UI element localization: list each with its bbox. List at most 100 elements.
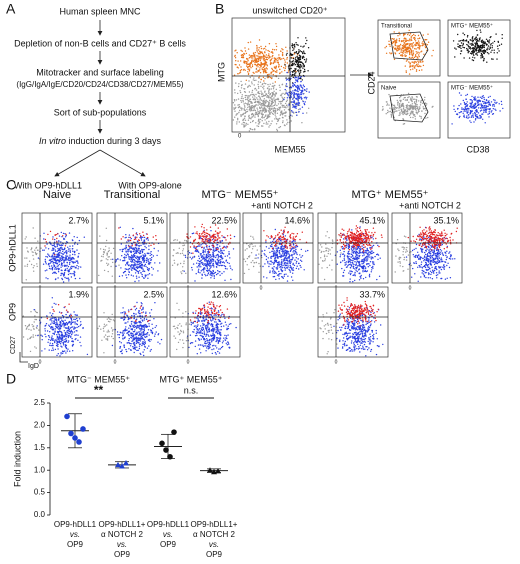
event-dot <box>492 113 495 115</box>
panel-label: A <box>6 1 16 17</box>
event-dot <box>432 49 434 52</box>
event-dot <box>467 41 470 43</box>
event-dot <box>416 112 418 114</box>
event-dot <box>271 94 274 96</box>
event-dot <box>53 266 55 268</box>
event-dot <box>474 107 476 110</box>
event-dot <box>248 68 250 70</box>
event-dot <box>275 235 277 237</box>
event-dot <box>121 255 123 257</box>
event-dot <box>64 276 66 279</box>
event-dot <box>250 118 252 120</box>
event-dot <box>206 259 208 262</box>
event-dot <box>256 109 259 111</box>
event-dot <box>213 277 215 279</box>
event-dot <box>424 112 426 115</box>
event-dot <box>196 249 199 251</box>
event-dot <box>336 251 339 253</box>
event-dot <box>475 43 477 46</box>
event-dot <box>148 273 151 275</box>
event-dot <box>354 275 356 277</box>
event-dot <box>135 238 137 240</box>
event-dot <box>112 258 114 260</box>
event-dot <box>302 65 304 67</box>
event-dot <box>139 252 141 254</box>
event-dot <box>269 56 271 59</box>
event-dot <box>320 257 322 259</box>
event-dot <box>273 57 275 59</box>
event-dot <box>294 46 296 48</box>
event-dot <box>291 246 293 248</box>
event-dot <box>291 110 293 112</box>
event-dot <box>71 273 73 275</box>
event-dot <box>284 269 286 271</box>
event-dot <box>103 269 106 272</box>
event-dot <box>414 38 416 41</box>
event-dot <box>463 101 466 104</box>
event-dot <box>277 59 279 62</box>
event-dot <box>149 252 151 254</box>
event-dot <box>417 63 419 65</box>
event-dot <box>57 271 60 273</box>
event-dot <box>365 231 368 233</box>
event-dot <box>240 107 242 109</box>
event-dot <box>205 258 207 260</box>
event-dot <box>468 107 470 110</box>
event-dot <box>268 53 270 55</box>
event-dot <box>412 37 415 39</box>
event-dot <box>189 256 191 258</box>
event-dot <box>414 48 416 50</box>
event-dot <box>460 103 462 105</box>
event-dot <box>130 274 133 276</box>
event-dot <box>415 99 418 101</box>
event-dot <box>228 253 230 255</box>
event-dot <box>129 239 132 242</box>
event-dot <box>390 53 392 55</box>
event-dot <box>295 93 298 95</box>
event-dot <box>329 249 331 251</box>
event-dot <box>246 63 249 66</box>
event-dot <box>473 104 475 106</box>
event-dot <box>242 121 245 124</box>
event-dot <box>396 107 398 109</box>
event-dot <box>297 86 299 89</box>
event-dot <box>361 259 363 261</box>
event-dot <box>476 100 478 102</box>
percent-label: 2.7% <box>68 215 89 225</box>
event-dot <box>241 84 243 86</box>
event-dot <box>295 68 297 70</box>
event-dot <box>292 267 294 269</box>
event-dot <box>267 77 269 79</box>
event-dot <box>243 108 245 110</box>
event-dot <box>135 233 137 235</box>
event-dot <box>477 45 480 47</box>
event-dot <box>137 272 140 274</box>
event-dot <box>279 89 281 92</box>
event-dot <box>153 247 155 250</box>
event-dot <box>277 238 279 241</box>
event-dot <box>68 257 70 259</box>
event-dot <box>280 243 283 246</box>
event-dot <box>283 262 285 264</box>
event-dot <box>70 276 73 278</box>
event-dot <box>494 108 496 110</box>
event-dot <box>270 77 273 80</box>
event-dot <box>301 56 304 58</box>
event-dot <box>32 227 34 229</box>
text: induction during 3 days <box>66 136 162 146</box>
event-dot <box>271 102 273 105</box>
event-dot <box>271 108 273 110</box>
event-dot <box>297 64 299 66</box>
event-dot <box>68 263 71 265</box>
event-dot <box>397 104 399 106</box>
event-dot <box>234 63 236 66</box>
event-dot <box>372 265 374 268</box>
event-dot <box>111 275 114 277</box>
event-dot <box>471 44 473 46</box>
event-dot <box>237 73 239 75</box>
event-dot <box>262 117 264 119</box>
event-dot <box>230 278 232 281</box>
event-dot <box>292 70 295 72</box>
event-dot <box>287 78 289 80</box>
event-dot <box>251 65 254 68</box>
